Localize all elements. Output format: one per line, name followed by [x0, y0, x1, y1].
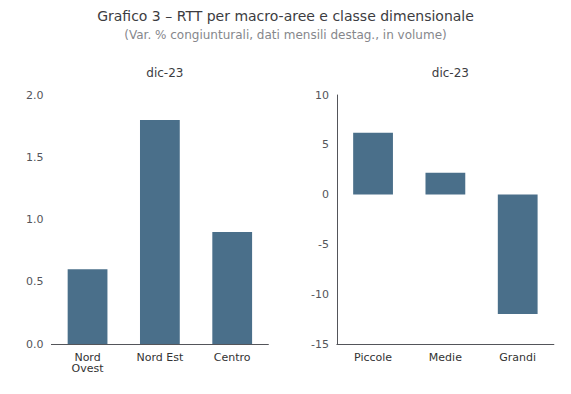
svg-text:-5: -5 — [318, 238, 329, 251]
svg-text:Nord: Nord — [74, 351, 101, 364]
svg-text:2.0: 2.0 — [26, 89, 44, 102]
svg-text:Medie: Medie — [429, 351, 462, 364]
svg-text:1.0: 1.0 — [26, 213, 44, 226]
svg-text:-10: -10 — [311, 288, 329, 301]
svg-text:-15: -15 — [311, 338, 329, 351]
svg-text:Grafico 3 – RTT per macro-aree: Grafico 3 – RTT per macro-aree e classe … — [97, 8, 474, 24]
svg-text:Ovest: Ovest — [72, 362, 105, 375]
svg-text:0: 0 — [322, 188, 329, 201]
svg-text:Piccole: Piccole — [354, 351, 392, 364]
svg-text:0.0: 0.0 — [26, 338, 44, 351]
svg-text:1.5: 1.5 — [26, 151, 44, 164]
svg-text:Centro: Centro — [214, 351, 251, 364]
svg-text:(Var. % congiunturali, dati me: (Var. % congiunturali, dati mensili dest… — [124, 28, 446, 42]
svg-text:10: 10 — [315, 89, 329, 102]
svg-text:Nord Est: Nord Est — [136, 351, 183, 364]
svg-text:5: 5 — [322, 138, 329, 151]
svg-text:0.5: 0.5 — [26, 275, 44, 288]
svg-text:dic-23: dic-23 — [432, 66, 469, 80]
svg-text:Grandi: Grandi — [499, 351, 536, 364]
svg-text:dic-23: dic-23 — [146, 66, 183, 80]
